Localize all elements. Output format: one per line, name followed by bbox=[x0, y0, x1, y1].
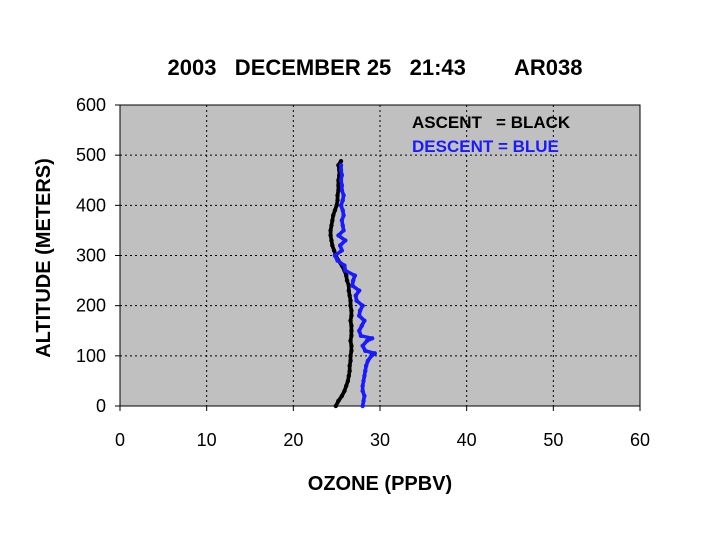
x-tick-label: 30 bbox=[370, 430, 390, 450]
x-tick-label: 60 bbox=[630, 430, 650, 450]
y-axis-label: ALTITUDE (METERS) bbox=[33, 158, 55, 358]
x-tick-label: 50 bbox=[543, 430, 563, 450]
y-tick-label: 0 bbox=[96, 396, 106, 416]
x-tick-label: 40 bbox=[457, 430, 477, 450]
series-descent bbox=[332, 163, 377, 409]
y-tick-label: 400 bbox=[76, 195, 106, 215]
grid-lines bbox=[120, 105, 640, 406]
y-tick-label: 300 bbox=[76, 246, 106, 266]
legend-ascent: ASCENT = BLACK bbox=[412, 113, 571, 132]
legend-descent: DESCENT = BLUE bbox=[412, 137, 559, 156]
y-tick-label: 500 bbox=[76, 145, 106, 165]
chart-title: 2003 DECEMBER 25 21:43 AR038 bbox=[168, 55, 583, 80]
y-tick-label: 200 bbox=[76, 296, 106, 316]
x-tick-label: 20 bbox=[283, 430, 303, 450]
x-tick-label: 0 bbox=[115, 430, 125, 450]
x-tick-label: 10 bbox=[197, 430, 217, 450]
data-point bbox=[338, 158, 344, 164]
data-series bbox=[328, 158, 377, 409]
y-tick-label: 100 bbox=[76, 346, 106, 366]
legend: ASCENT = BLACK DESCENT = BLUE bbox=[412, 113, 571, 156]
y-tick-label: 600 bbox=[76, 95, 106, 115]
data-point bbox=[338, 163, 344, 168]
x-axis-label: OZONE (PPBV) bbox=[308, 473, 452, 495]
